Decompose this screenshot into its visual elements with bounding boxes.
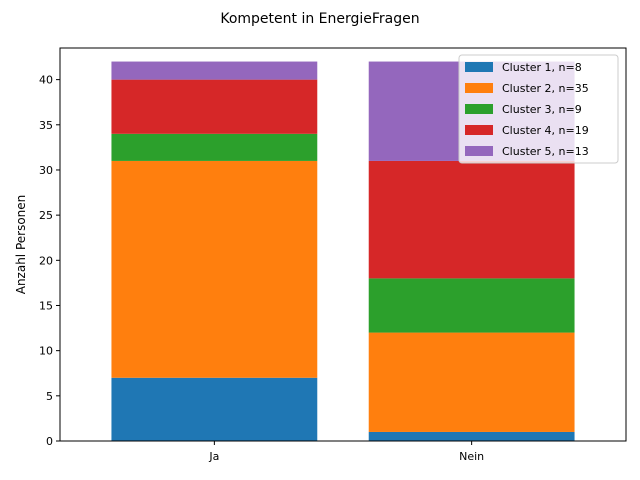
bar-cluster-2-nein bbox=[368, 332, 575, 432]
bar-cluster-4-ja bbox=[111, 79, 318, 134]
y-tick-label: 5 bbox=[46, 390, 53, 403]
bar-cluster-3-ja bbox=[111, 133, 318, 161]
bar-cluster-1-nein bbox=[368, 431, 575, 441]
y-tick-label: 15 bbox=[39, 299, 53, 312]
y-tick-label: 20 bbox=[39, 254, 53, 267]
bar-cluster-3-nein bbox=[368, 278, 575, 333]
legend-swatch-cluster-1 bbox=[465, 62, 493, 72]
y-tick-label: 35 bbox=[39, 119, 53, 132]
y-tick-label: 30 bbox=[39, 164, 53, 177]
legend-frame bbox=[458, 54, 619, 164]
legend-label-cluster-5: Cluster 5, n=13 bbox=[502, 145, 589, 158]
legend-swatch-cluster-2 bbox=[465, 83, 493, 93]
bar-cluster-4-nein bbox=[368, 160, 575, 279]
y-tick-label: 10 bbox=[39, 345, 53, 358]
legend-label-cluster-4: Cluster 4, n=19 bbox=[502, 124, 589, 137]
x-tick-label-ja: Ja bbox=[208, 450, 219, 463]
legend: Cluster 1, n=8 Cluster 2, n=35 Cluster 3, … bbox=[458, 54, 619, 164]
x-tick-label-nein: Nein bbox=[459, 450, 484, 463]
y-tick-label: 0 bbox=[46, 435, 53, 448]
legend-label-cluster-2: Cluster 2, n=35 bbox=[502, 82, 589, 95]
legend-label-cluster-1: Cluster 1, n=8 bbox=[502, 61, 582, 74]
y-tick-label: 40 bbox=[39, 74, 53, 87]
y-tick-label: 25 bbox=[39, 209, 53, 222]
bar-cluster-1-ja bbox=[111, 377, 318, 441]
chart-title: Kompetent in EnergieFragen bbox=[220, 11, 419, 27]
x-axis-ticks: Ja Nein bbox=[208, 441, 484, 463]
bar-cluster-5-ja bbox=[111, 61, 318, 80]
plot-frame bbox=[59, 47, 627, 442]
legend-swatch-cluster-4 bbox=[465, 125, 493, 135]
bar-cluster-2-ja bbox=[111, 160, 318, 378]
y-axis-ticks: 0 5 10 15 20 25 30 35 40 bbox=[39, 74, 60, 448]
y-axis-label: Anzahl Personen bbox=[14, 195, 28, 295]
legend-label-cluster-3: Cluster 3, n=9 bbox=[502, 103, 582, 116]
legend-swatch-cluster-5 bbox=[465, 146, 493, 156]
legend-swatch-cluster-3 bbox=[465, 104, 493, 114]
